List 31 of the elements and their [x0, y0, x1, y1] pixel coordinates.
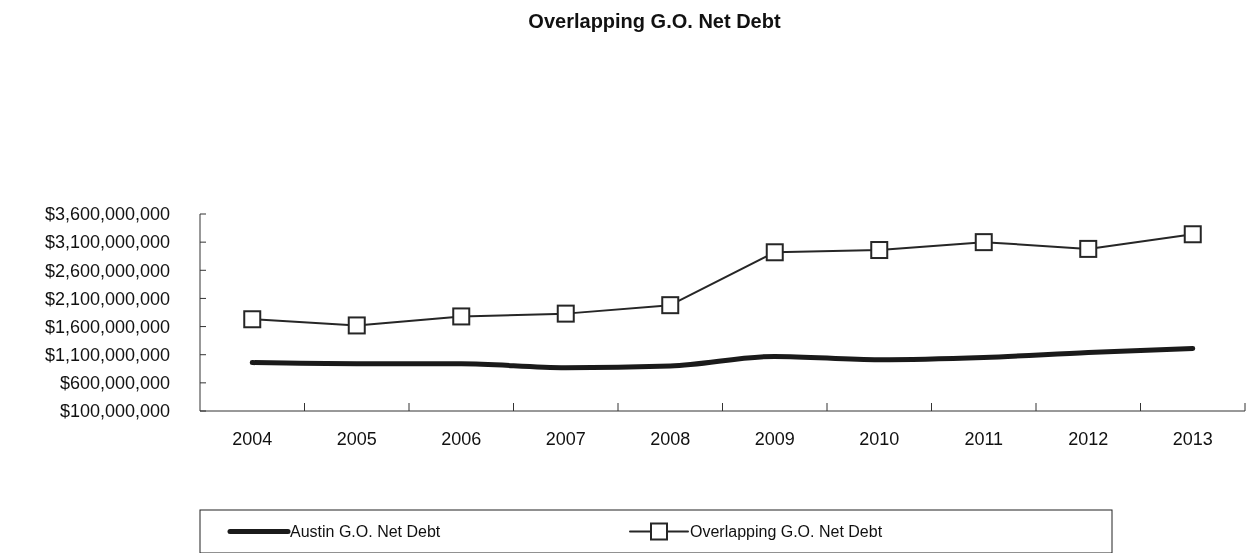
y-tick-label: $600,000,000 — [59, 373, 170, 394]
x-tick-label: 2010 — [859, 429, 900, 449]
y-tick-label: $3,600,000,000 — [44, 204, 170, 225]
x-tick-label: 2013 — [1172, 429, 1213, 449]
point — [347, 316, 366, 335]
x-tick-label: 2008 — [650, 429, 691, 449]
x-tick-label: 2007 — [545, 429, 586, 449]
legend-label: Austin G.O. Net Debt — [290, 523, 441, 541]
y-tick-label: $3,100,000,000 — [44, 232, 170, 253]
x-tick-label: 2009 — [754, 429, 795, 449]
point — [765, 243, 784, 262]
point — [661, 296, 680, 315]
point — [1079, 239, 1098, 258]
point — [452, 307, 471, 326]
legend-label: Overlapping G.O. Net Debt — [690, 523, 883, 541]
y-tick-label: $1,100,000,000 — [44, 345, 170, 366]
point — [1183, 225, 1202, 244]
x-tick-label: 2006 — [441, 429, 482, 449]
y-tick-label: $2,100,000,000 — [44, 288, 170, 309]
x-tick-label: 2012 — [1068, 429, 1109, 449]
point — [243, 310, 262, 329]
y-tick-label: $1,600,000,000 — [44, 316, 170, 337]
x-tick-label: 2004 — [232, 429, 273, 449]
point — [556, 304, 575, 323]
point — [974, 233, 993, 252]
point — [870, 241, 889, 260]
y-tick-label: $100,000,000 — [59, 401, 170, 422]
x-tick-label: 2005 — [336, 429, 377, 449]
chart-title: Overlapping G.O. Net Debt — [528, 10, 781, 32]
x-tick-label: 2011 — [964, 429, 1004, 449]
y-tick-label: $2,600,000,000 — [44, 260, 170, 281]
